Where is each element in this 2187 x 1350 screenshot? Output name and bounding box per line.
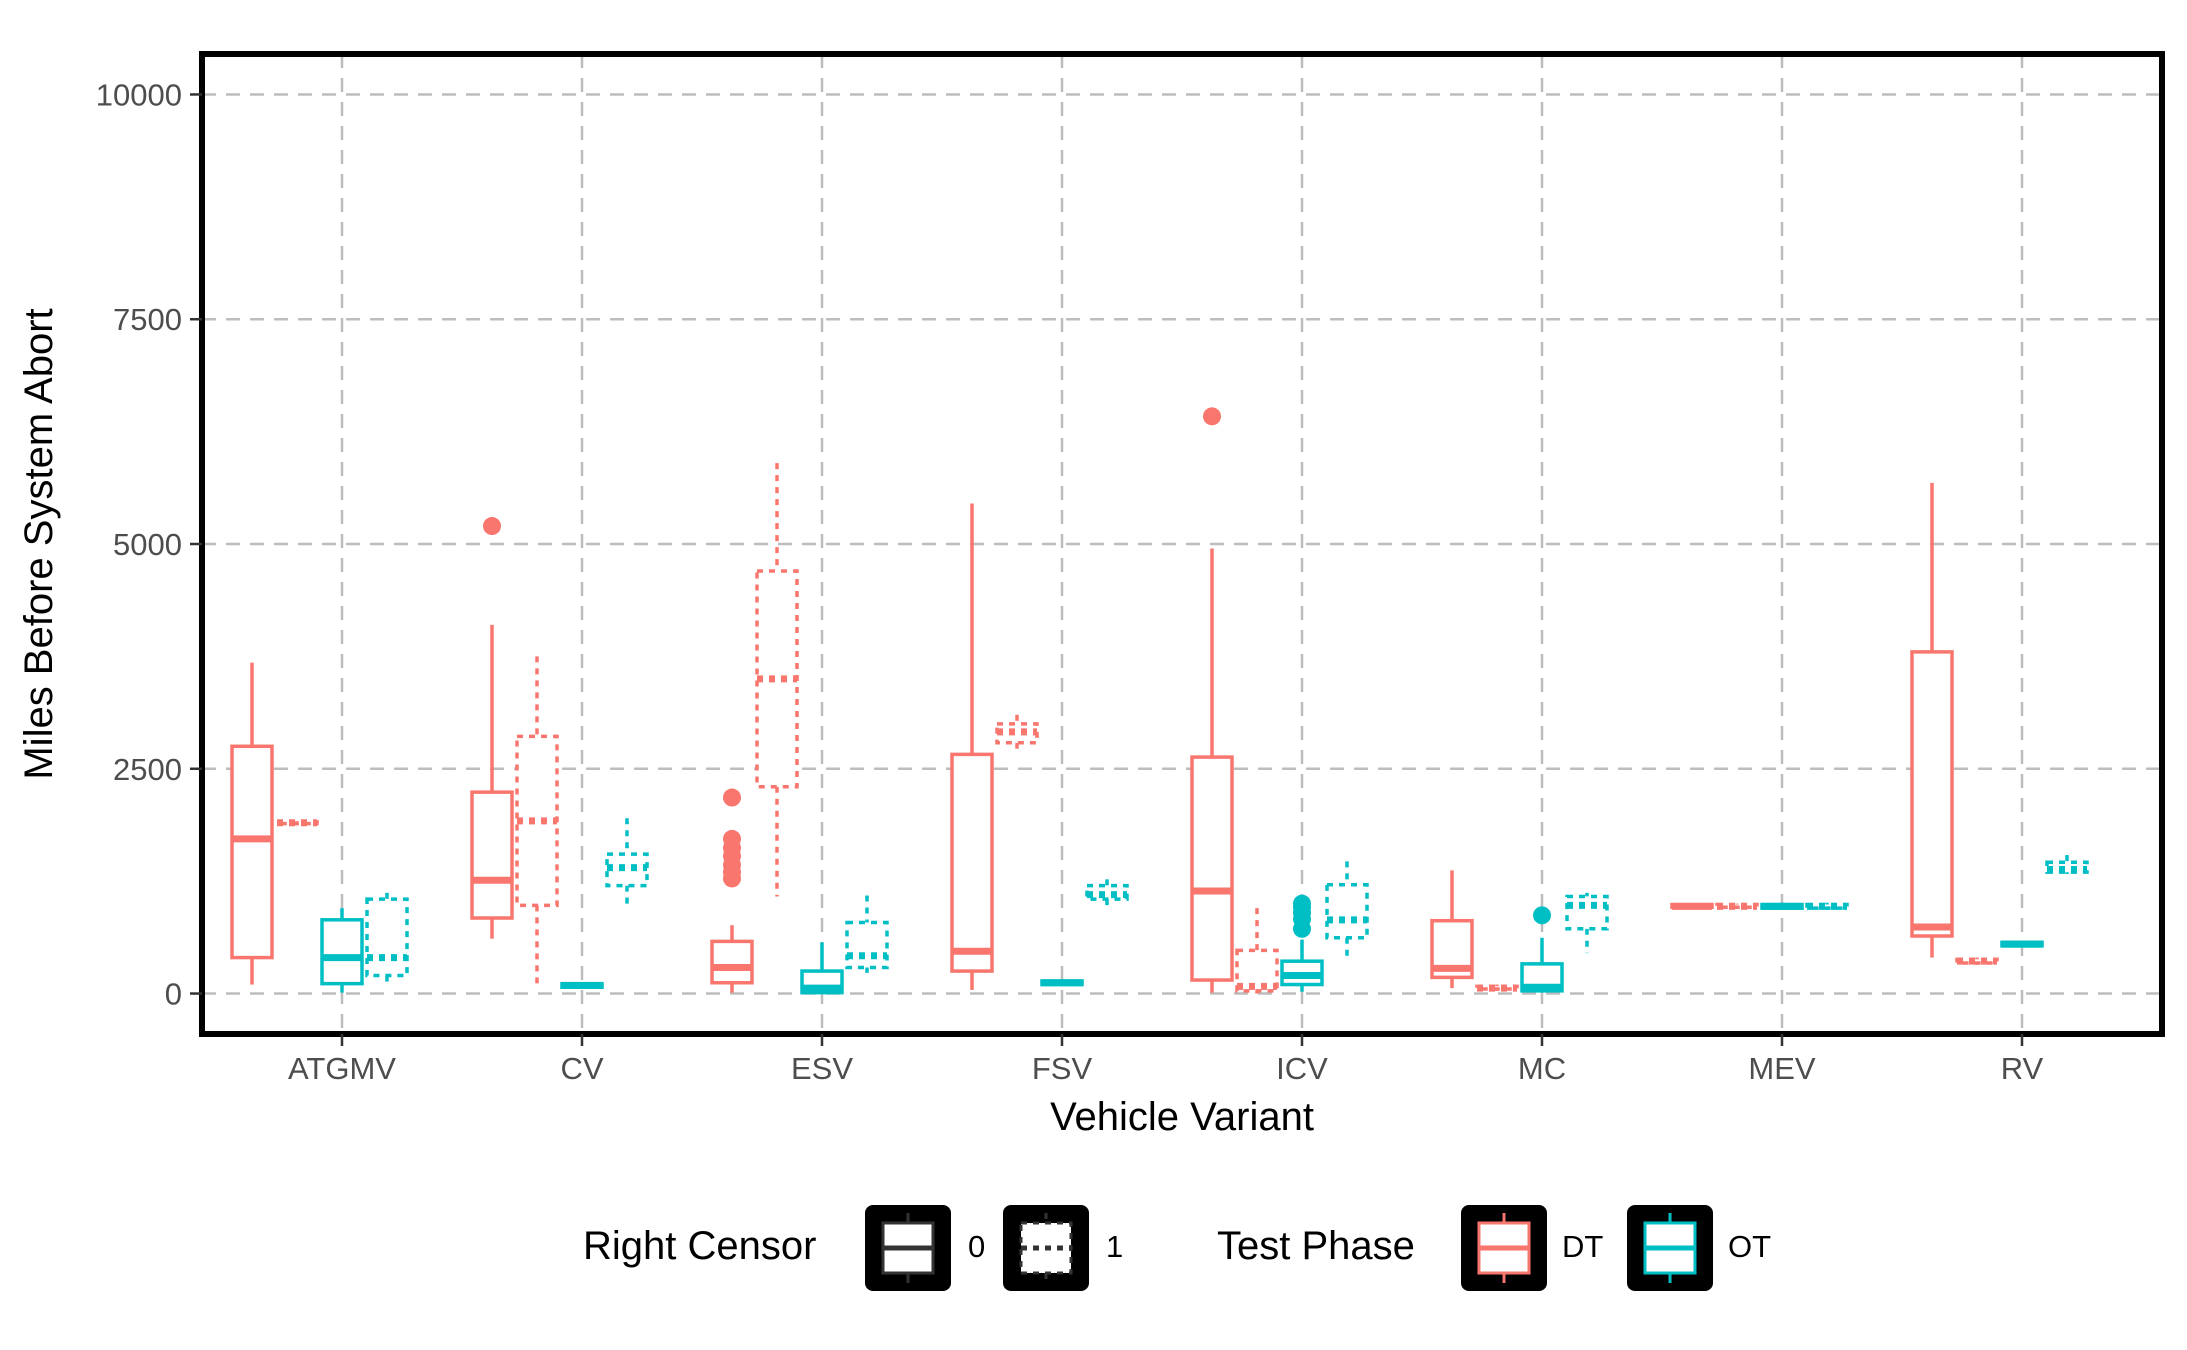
box-rv-ot-censor1 (2045, 855, 2089, 874)
legend-label-ot: OT (1728, 1229, 1771, 1264)
box-icv-dt-censor0 (1190, 407, 1234, 993)
box-cv-dt-censor0 (470, 517, 514, 939)
outlier-point (1533, 906, 1551, 925)
x-axis: ATGMV CV ESV FSV ICV MC MEV RV (288, 1034, 2044, 1086)
box-series (230, 407, 2089, 995)
x-tick-label: FSV (1032, 1051, 1093, 1086)
box-body (2045, 860, 2089, 874)
box-body (1565, 894, 1609, 931)
box-atgmv-dt-censor1 (275, 819, 319, 827)
y-tick-label: 5000 (113, 527, 182, 562)
box-body (320, 918, 364, 986)
y-tick-label: 10000 (96, 77, 182, 112)
y-axis-title: Miles Before System Abort (17, 308, 61, 779)
legend-label-censor-1: 1 (1106, 1229, 1123, 1264)
box-fsv-dt-censor0 (950, 503, 994, 990)
box-fsv-dt-censor1 (995, 714, 1039, 752)
box-body (365, 897, 409, 978)
x-axis-title: Vehicle Variant (1050, 1095, 1314, 1139)
box-esv-dt-censor1 (755, 463, 799, 897)
box-rv-ot-censor0 (2000, 940, 2044, 948)
box-cv-ot-censor0 (560, 981, 604, 989)
outlier-point (1203, 407, 1221, 426)
box-icv-ot-censor1 (1325, 861, 1369, 962)
box-icv-dt-censor1 (1235, 908, 1279, 994)
legend-key-censor-1 (1003, 1205, 1089, 1291)
box-mc-ot-censor1 (1565, 892, 1609, 954)
x-tick-label: ATGMV (288, 1051, 396, 1086)
box-mev-dt-censor1 (1715, 902, 1759, 910)
box-body (605, 852, 649, 888)
box-fsv-ot-censor1 (1085, 879, 1129, 907)
box-rv-dt-censor0 (1910, 482, 1954, 958)
box-icv-ot-censor0 (1280, 894, 1324, 992)
x-tick-label: ESV (791, 1051, 853, 1086)
box-body (710, 939, 754, 985)
box-body (230, 744, 274, 960)
y-tick-label: 2500 (113, 752, 182, 787)
legend-key-ot (1627, 1205, 1713, 1291)
legend-key-censor-0 (865, 1205, 951, 1291)
box-mev-ot-censor0 (1760, 902, 1804, 910)
box-atgmv-ot-censor0 (320, 908, 364, 993)
x-tick-label: RV (2001, 1051, 2044, 1086)
y-tick-label: 0 (165, 977, 182, 1012)
box-body (950, 752, 994, 973)
box-body (515, 734, 559, 908)
legend-label-dt: DT (1562, 1229, 1603, 1264)
outlier-point (723, 829, 741, 848)
grid-lines (202, 54, 2162, 1034)
legend-key-dt (1461, 1205, 1547, 1291)
y-axis: 0 2500 5000 7500 10000 (96, 77, 202, 1012)
outlier-point (1293, 894, 1311, 913)
box-mev-ot-censor1 (1805, 902, 1849, 910)
box-body (1235, 948, 1279, 993)
legend-title-right-censor: Right Censor (583, 1224, 816, 1268)
box-cv-ot-censor1 (605, 818, 649, 904)
x-tick-label: MEV (1748, 1051, 1816, 1086)
outlier-point (723, 788, 741, 807)
box-rv-dt-censor1 (1955, 957, 1999, 965)
box-body (1910, 650, 1954, 938)
box-mev-dt-censor0 (1670, 902, 1714, 910)
legend: Right Censor 0 1 Test Phase DT OT (583, 1205, 1771, 1291)
box-cv-dt-censor1 (515, 656, 559, 990)
box-body (470, 790, 514, 920)
box-mc-dt-censor0 (1430, 870, 1474, 989)
box-atgmv-dt-censor0 (230, 662, 274, 985)
x-tick-label: MC (1518, 1051, 1566, 1086)
outlier-point (483, 517, 501, 536)
y-tick-label: 7500 (113, 302, 182, 337)
box-esv-dt-censor0 (710, 788, 754, 993)
legend-title-test-phase: Test Phase (1217, 1224, 1415, 1268)
box-esv-ot-censor0 (800, 942, 844, 995)
box-body (1190, 755, 1234, 982)
box-body (1325, 883, 1369, 940)
box-atgmv-ot-censor1 (365, 892, 409, 982)
x-tick-label: ICV (1276, 1051, 1328, 1086)
box-mc-dt-censor1 (1475, 984, 1519, 992)
legend-label-censor-0: 0 (968, 1229, 985, 1264)
box-mc-ot-censor0 (1520, 906, 1564, 993)
box-body (845, 920, 889, 970)
x-tick-label: CV (560, 1051, 603, 1086)
box-esv-ot-censor1 (845, 895, 889, 973)
box-fsv-ot-censor0 (1040, 979, 1084, 987)
